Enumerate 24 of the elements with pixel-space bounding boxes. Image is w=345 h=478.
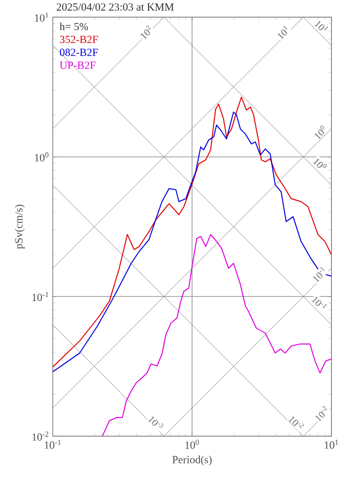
y-axis-title: pSv(cm/s) [14,204,24,249]
annotation: 10$^{-2}$ [288,416,304,428]
x-tick-label: 10$^{0}$ [185,440,199,449]
y-tick-label: 10$^{-1}$ [32,292,48,302]
text: 082-B2F [60,48,98,56]
annotation: 10$^{2}$ [140,26,151,40]
annotation: 10$^{-1}$ [313,267,325,282]
text: UP-B2F [60,62,96,69]
y-tick-label: 10$^{0}$ [34,152,48,162]
y-tick-label: 10$^{-2}$ [32,432,48,441]
annotation: 10$^{0}$ [312,158,327,168]
annotation: 10$^{-3}$ [148,416,164,428]
x-axis-title: Period(s) [172,456,212,466]
y-tick-label: 10$^{1}$ [34,12,48,22]
annotation: 10$^{1}$ [314,21,328,31]
annotation: 10$^{1}$ [278,26,288,40]
annotation: 10$^{-1}$ [311,296,327,308]
chart-title: 2025/04/02 23:03 at KMM [56,3,174,11]
x-tick-label: 10$^{1}$ [324,440,338,449]
x-tick-label: 10$^{-1}$ [44,440,61,449]
annotation: h= 5% [59,22,88,30]
annotation: 10$^{0}$ [314,126,324,140]
text: 352-B2F [60,36,98,44]
annotation: 10$^{-2}$ [315,406,327,422]
